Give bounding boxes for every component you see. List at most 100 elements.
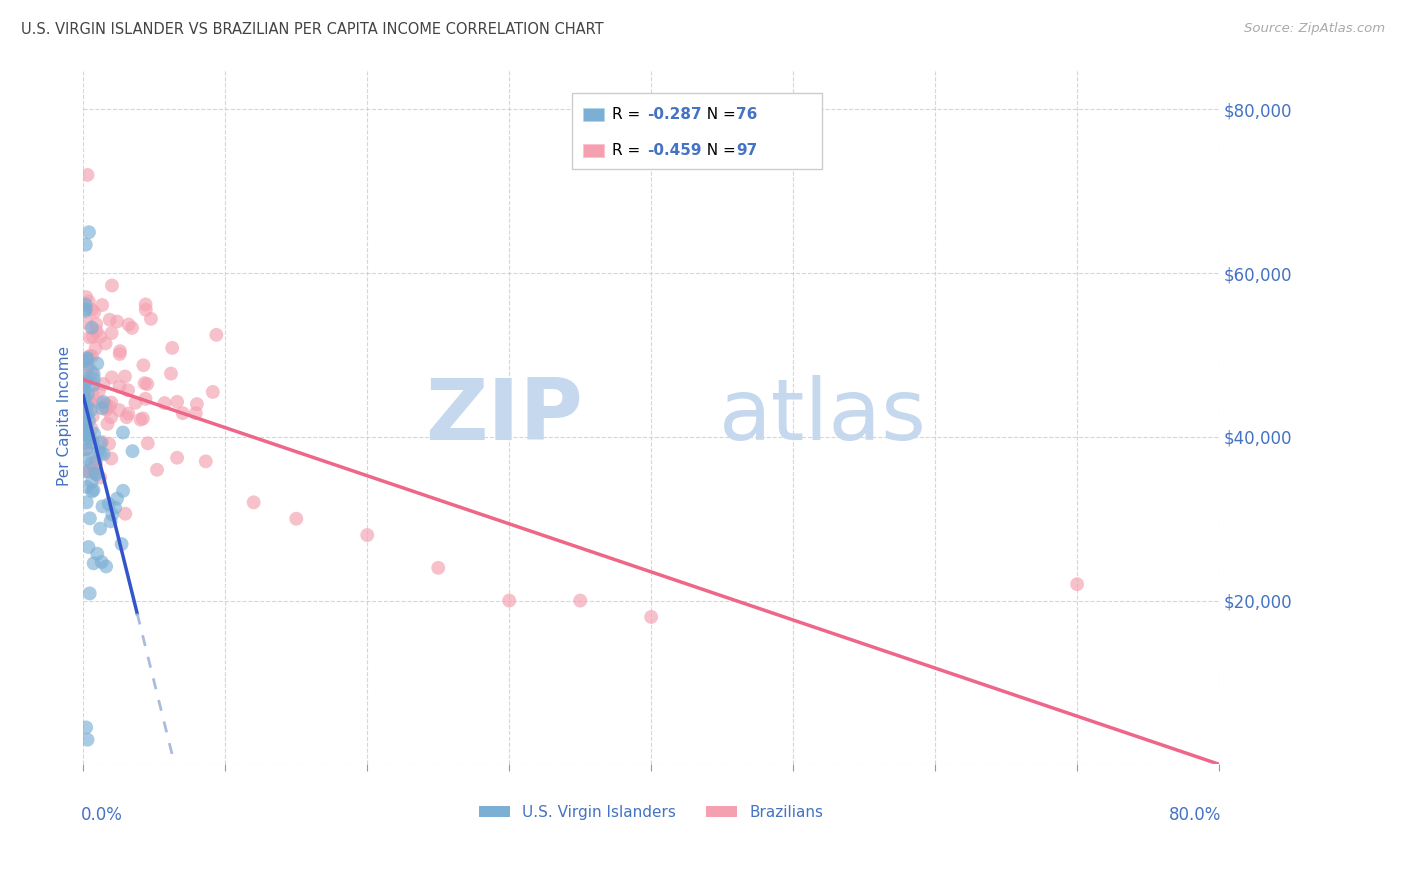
Point xyxy=(73,420,96,434)
Point xyxy=(75,721,97,735)
Point xyxy=(82,386,104,401)
Point xyxy=(89,329,111,343)
Point xyxy=(82,349,104,363)
Point xyxy=(76,317,98,331)
Text: -0.287: -0.287 xyxy=(648,107,702,122)
Point xyxy=(108,379,131,393)
Point xyxy=(98,437,121,451)
Y-axis label: Per Capita Income: Per Capita Income xyxy=(58,346,72,486)
Point xyxy=(93,447,115,461)
Point xyxy=(89,470,111,484)
Point xyxy=(105,491,128,506)
Point xyxy=(94,336,117,351)
Point xyxy=(86,357,108,371)
Point xyxy=(76,408,98,422)
Point xyxy=(194,454,217,468)
Point xyxy=(114,369,136,384)
Point xyxy=(75,375,97,389)
Point xyxy=(73,304,96,318)
Point xyxy=(205,327,228,342)
Point xyxy=(101,370,124,384)
Point xyxy=(129,412,152,426)
Point xyxy=(79,431,101,445)
Point xyxy=(96,402,118,417)
Point xyxy=(356,528,378,542)
Text: N =: N = xyxy=(697,143,741,158)
Point xyxy=(135,297,157,311)
Point xyxy=(84,342,107,356)
Point xyxy=(73,354,96,368)
Point xyxy=(73,426,96,441)
Point xyxy=(94,397,117,411)
Point xyxy=(108,344,131,359)
Point xyxy=(83,377,105,392)
Point xyxy=(73,395,96,409)
Point xyxy=(76,451,98,466)
Point xyxy=(186,397,208,411)
Point xyxy=(75,442,97,456)
Point xyxy=(90,396,112,410)
Point xyxy=(82,484,104,499)
Point xyxy=(73,404,96,418)
Point xyxy=(73,396,96,410)
Point xyxy=(101,508,124,522)
Point xyxy=(80,365,103,379)
Point xyxy=(115,410,138,425)
Point xyxy=(101,278,124,293)
Text: R =: R = xyxy=(613,107,645,122)
Point xyxy=(117,383,139,397)
Text: -0.459: -0.459 xyxy=(648,143,702,158)
Point xyxy=(84,467,107,481)
Point xyxy=(121,321,143,335)
Point xyxy=(79,393,101,408)
Point xyxy=(75,376,97,390)
Point xyxy=(134,376,156,391)
Point xyxy=(75,290,97,304)
Point xyxy=(93,376,115,391)
Point xyxy=(100,326,122,340)
Point xyxy=(76,168,98,182)
Point xyxy=(82,435,104,450)
Point xyxy=(89,522,111,536)
Point xyxy=(160,367,183,381)
Legend: U.S. Virgin Islanders, Brazilians: U.S. Virgin Islanders, Brazilians xyxy=(472,799,830,826)
Point xyxy=(73,385,96,400)
Point xyxy=(76,480,98,494)
Point xyxy=(75,363,97,377)
Point xyxy=(83,460,105,475)
Point xyxy=(87,384,110,399)
Point xyxy=(83,305,105,319)
Point xyxy=(1066,577,1088,591)
Point xyxy=(87,444,110,458)
Text: atlas: atlas xyxy=(720,375,928,458)
Point xyxy=(89,446,111,460)
Point xyxy=(75,237,97,252)
Point xyxy=(75,302,97,317)
Point xyxy=(91,298,114,312)
Point xyxy=(80,456,103,470)
Point xyxy=(77,540,100,554)
Point xyxy=(201,384,224,399)
Text: ZIP: ZIP xyxy=(425,375,583,458)
Point xyxy=(76,428,98,442)
Point xyxy=(108,403,131,417)
Point xyxy=(100,395,122,409)
Point xyxy=(94,401,117,415)
Point xyxy=(96,417,118,431)
Point xyxy=(75,372,97,386)
Point xyxy=(117,407,139,421)
Point xyxy=(83,557,105,571)
Point xyxy=(98,312,121,326)
Point xyxy=(108,347,131,361)
Point xyxy=(132,411,155,425)
Point xyxy=(114,507,136,521)
Point xyxy=(84,457,107,471)
Point xyxy=(82,409,104,424)
Point xyxy=(172,406,194,420)
Point xyxy=(79,586,101,600)
Point xyxy=(121,444,143,458)
Text: 0.0%: 0.0% xyxy=(82,806,122,824)
Point xyxy=(75,428,97,442)
Point xyxy=(84,454,107,468)
Point xyxy=(134,392,156,406)
